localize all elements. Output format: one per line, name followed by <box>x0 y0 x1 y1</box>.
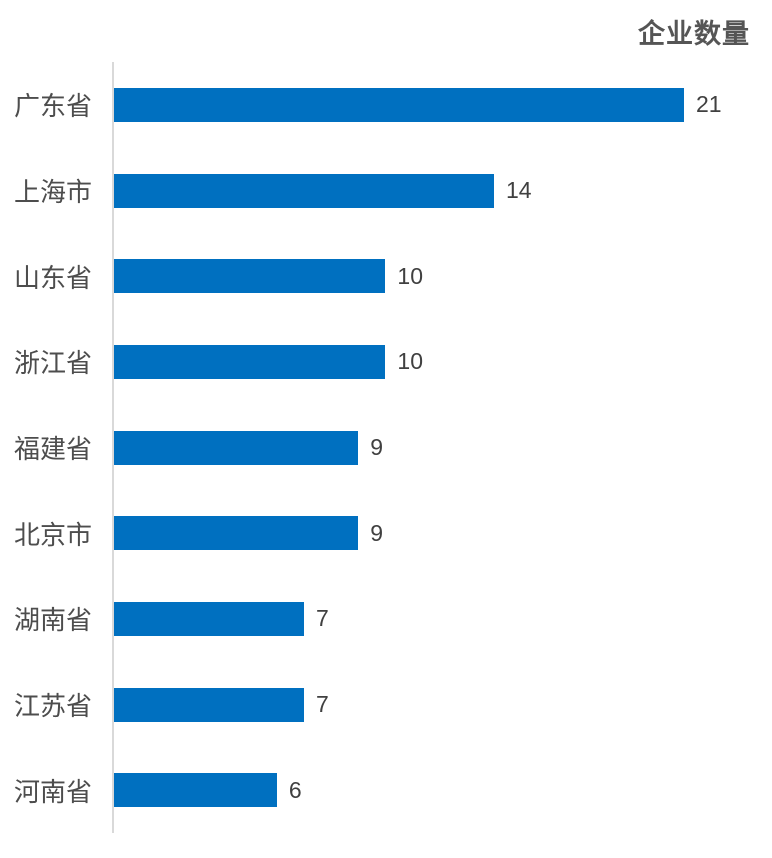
value-label: 10 <box>397 262 424 289</box>
bar-row: 福建省 9 <box>0 404 772 491</box>
plot-area: 广东省 21 上海市 14 山东省 10 浙江省 10 福建省 9 北京市 9 湖南省 7 江苏省 7 河南省 6 <box>0 62 772 834</box>
bar-track: 10 <box>112 319 772 405</box>
value-label: 9 <box>370 434 384 461</box>
bar <box>114 687 304 722</box>
bar <box>114 173 494 208</box>
value-label: 7 <box>316 691 329 718</box>
bar-track: 10 <box>112 233 772 320</box>
value-label: 21 <box>696 91 722 118</box>
bar-track: 9 <box>112 490 772 577</box>
bar-row: 山东省 10 <box>0 233 772 320</box>
category-label: 上海市 <box>14 178 93 207</box>
bar-track: 7 <box>112 576 772 662</box>
bar-row: 北京市 9 <box>0 490 772 577</box>
value-label: 9 <box>370 519 384 546</box>
bar-track: 21 <box>112 62 772 148</box>
category-label: 广东省 <box>14 92 93 122</box>
bar-track: 14 <box>112 147 772 234</box>
bar <box>114 516 359 551</box>
value-label: 7 <box>316 605 329 632</box>
category-label: 江苏省 <box>14 692 93 722</box>
bar-track: 6 <box>112 747 772 834</box>
bar <box>114 430 359 465</box>
bar-row: 河南省 6 <box>0 747 772 834</box>
category-label: 北京市 <box>14 520 93 550</box>
value-label: 6 <box>288 776 302 803</box>
bar <box>114 87 684 122</box>
category-label: 浙江省 <box>14 349 93 379</box>
bar <box>114 344 386 379</box>
bar-track: 7 <box>112 661 772 748</box>
value-label: 14 <box>506 177 532 203</box>
bar-track: 9 <box>112 404 772 491</box>
value-label: 10 <box>397 348 424 375</box>
category-label: 福建省 <box>14 435 93 465</box>
bar-row: 湖南省 7 <box>0 576 772 662</box>
category-label: 山东省 <box>14 263 93 293</box>
bar-row: 江苏省 7 <box>0 661 772 748</box>
category-label: 湖南省 <box>14 606 93 636</box>
bar-row: 浙江省 10 <box>0 319 772 405</box>
bar <box>114 601 304 636</box>
bar-row: 上海市 14 <box>0 147 772 234</box>
bar <box>114 773 277 808</box>
bar-row: 广东省 21 <box>0 62 772 148</box>
chart-title: 企业数量 <box>638 19 750 49</box>
bar <box>114 259 386 294</box>
category-label: 河南省 <box>14 777 93 807</box>
